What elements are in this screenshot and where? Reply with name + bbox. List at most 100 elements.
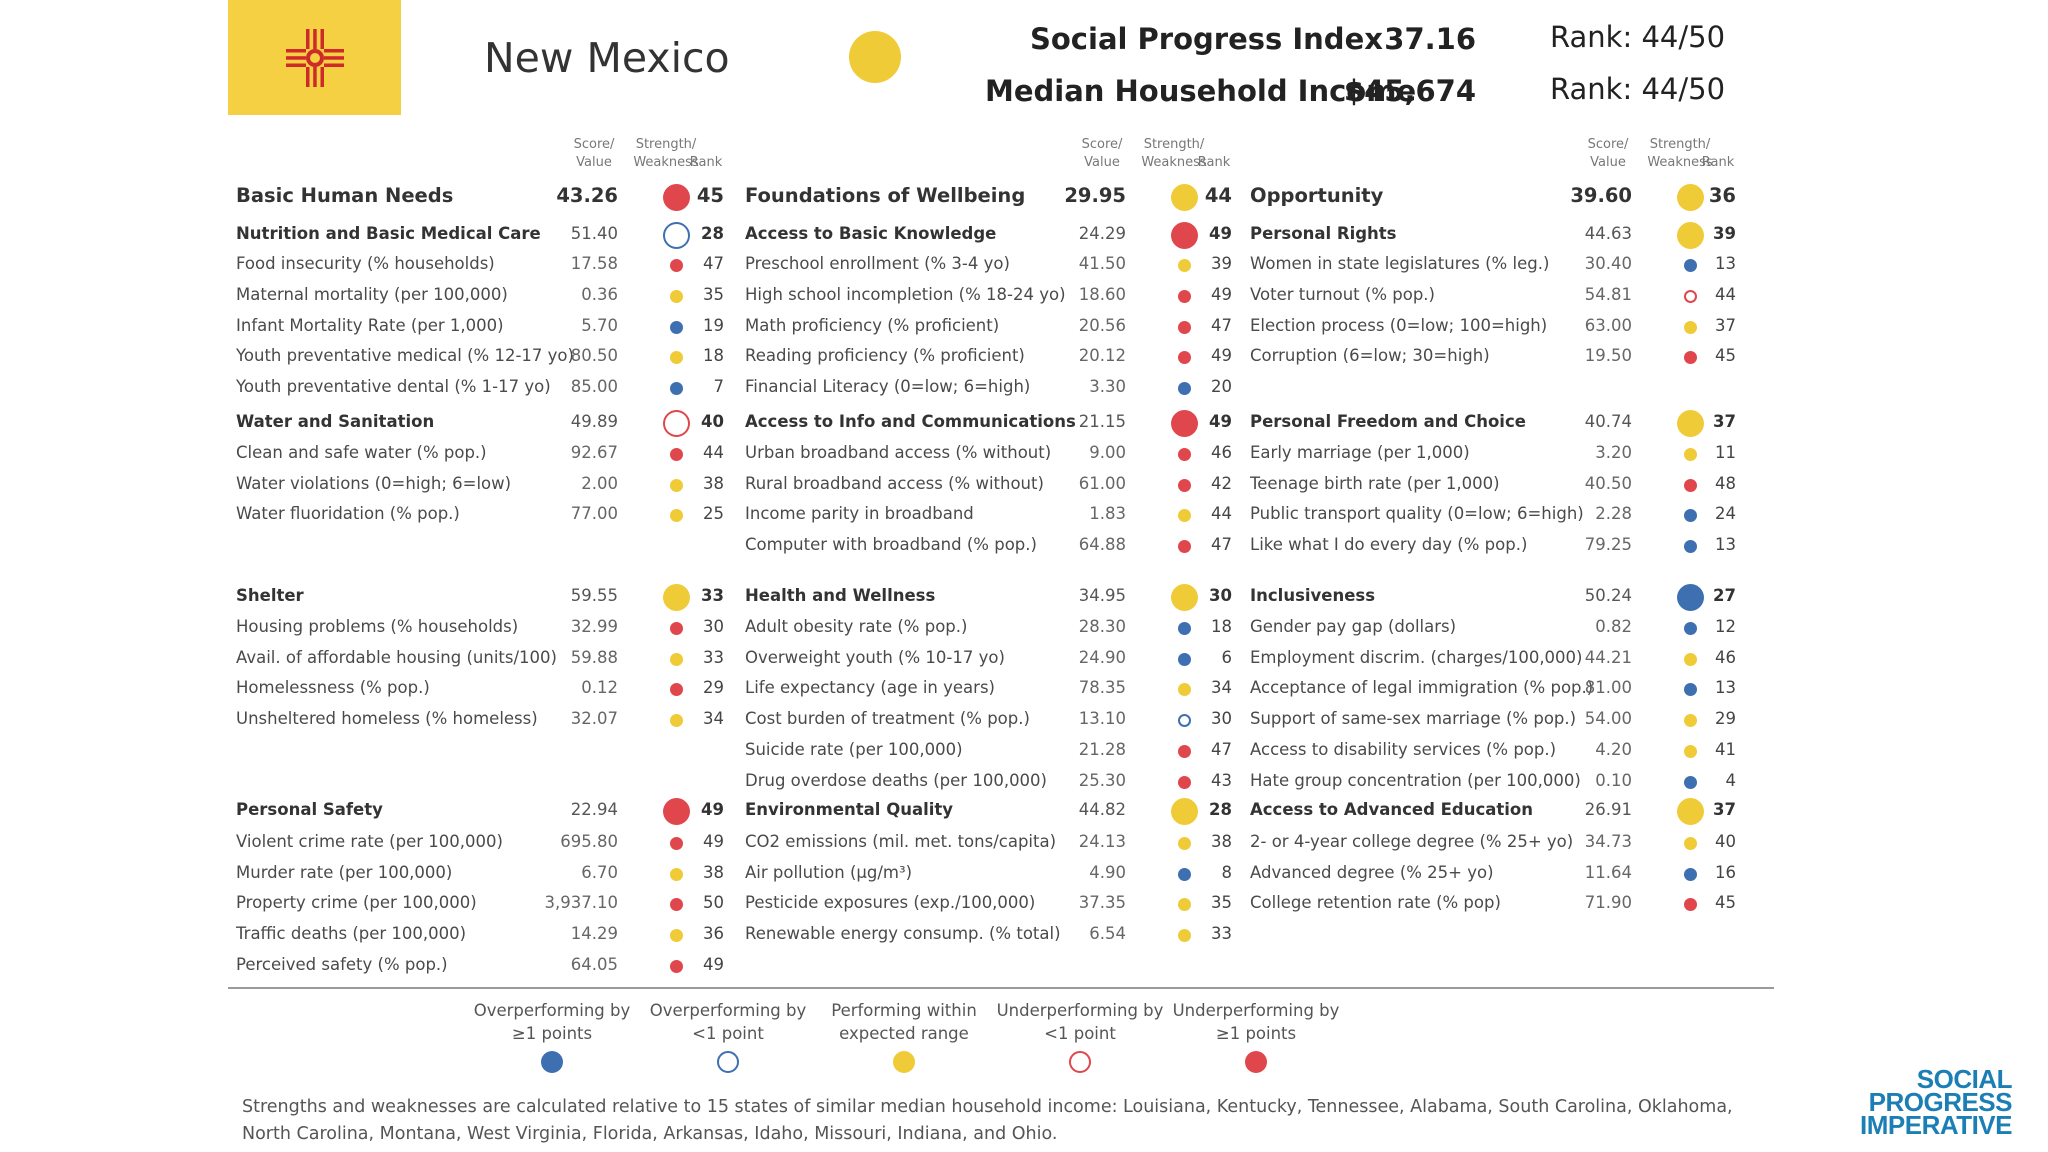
row-rank: 46 <box>1211 443 1232 462</box>
indicator-row: Pesticide exposures (exp./100,000) 37.35 3… <box>0 889 2048 919</box>
row-score: 14.29 <box>570 924 618 943</box>
row-rank: 40 <box>1715 832 1736 851</box>
indicator-row: Avail. of affordable housing (units/100)… <box>0 644 2048 674</box>
indicator-row: High school incompletion (% 18-24 yo) 18.… <box>0 281 2048 311</box>
strength-weakness-dot <box>669 350 683 364</box>
strength-weakness-dot <box>1683 897 1697 911</box>
row-score: 49.89 <box>570 412 618 431</box>
row-rank: 34 <box>1211 678 1232 697</box>
indicator-row: Support of same-sex marriage (% pop.) 54.… <box>0 705 2048 735</box>
row-score: 21.15 <box>1078 412 1126 431</box>
row-rank: 43 <box>1211 771 1232 790</box>
strength-weakness-dot <box>1683 350 1697 364</box>
row-label: Foundations of Wellbeing <box>745 184 1026 207</box>
row-label: Maternal mortality (per 100,000) <box>236 285 508 304</box>
row-rank: 44 <box>1715 285 1736 304</box>
category-row: Foundations of Wellbeing 29.95 44 <box>0 182 2048 212</box>
row-rank: 33 <box>1211 924 1232 943</box>
row-label: Women in state legislatures (% leg.) <box>1250 254 1550 273</box>
row-score: 40.50 <box>1584 474 1632 493</box>
row-score: 24.13 <box>1078 832 1126 851</box>
income-rank: Rank: 44/50 <box>1550 72 1726 106</box>
row-label: Personal Safety <box>236 800 383 819</box>
row-rank: 18 <box>1211 617 1232 636</box>
legend-label: Performing within expected range <box>831 1001 977 1043</box>
row-label: Advanced degree (% 25+ yo) <box>1250 863 1494 882</box>
strength-weakness-dot <box>1676 583 1704 611</box>
strength-weakness-dot <box>1683 258 1697 272</box>
row-label: Election process (0=low; 100=high) <box>1250 316 1548 335</box>
column-header-score: Score/ Value <box>1081 137 1123 170</box>
strength-weakness-dot <box>1177 320 1191 334</box>
row-label: Life expectancy (age in years) <box>745 678 995 697</box>
indicator-row: Advanced degree (% 25+ yo) 11.64 16 <box>0 859 2048 889</box>
zia-sun-icon <box>286 29 344 87</box>
indicator-row: Renewable energy consump. (% total) 6.54 3… <box>0 920 2048 950</box>
row-score: 26.91 <box>1584 800 1632 819</box>
strength-weakness-dot <box>1177 775 1191 789</box>
row-label: Shelter <box>236 586 304 605</box>
row-score: 37.35 <box>1078 893 1126 912</box>
legend-dot-over-strong <box>541 1051 563 1073</box>
row-rank: 49 <box>1209 224 1232 243</box>
strength-weakness-dot <box>1177 867 1191 881</box>
row-label: Basic Human Needs <box>236 184 454 207</box>
row-rank: 37 <box>1713 412 1736 431</box>
row-score: 4.20 <box>1595 740 1632 759</box>
row-score: 5.70 <box>581 316 618 335</box>
row-rank: 30 <box>1209 586 1232 605</box>
component-row: Access to Info and Communications 21.15 49 <box>0 408 2048 438</box>
row-score: 0.82 <box>1595 617 1632 636</box>
spi-rank: Rank: 44/50 <box>1550 20 1726 54</box>
row-score: 18.60 <box>1078 285 1126 304</box>
income-label: Median Household Income <box>985 74 1417 108</box>
row-label: Health and Wellness <box>745 586 936 605</box>
row-score: 25.30 <box>1078 771 1126 790</box>
row-score: 9.00 <box>1089 443 1126 462</box>
row-score: 695.80 <box>560 832 618 851</box>
strength-weakness-dot <box>1683 320 1697 334</box>
row-label: Perceived safety (% pop.) <box>236 955 448 974</box>
spi-value: 37.16 <box>1384 22 1476 56</box>
row-score: 13.10 <box>1078 709 1126 728</box>
row-score: 20.12 <box>1078 346 1126 365</box>
row-rank: 6 <box>1221 648 1233 667</box>
row-score: 20.56 <box>1078 316 1126 335</box>
row-label: Employment discrim. (charges/100,000) <box>1250 648 1583 667</box>
strength-weakness-dot <box>1676 183 1704 211</box>
strength-weakness-dot <box>1170 221 1198 249</box>
legend-dot-expected <box>893 1051 915 1073</box>
row-score: 79.25 <box>1584 535 1632 554</box>
row-score: 4.90 <box>1089 863 1126 882</box>
indicator-row: Women in state legislatures (% leg.) 30.4… <box>0 250 2048 280</box>
row-rank: 44 <box>703 443 724 462</box>
strength-weakness-dot <box>1683 289 1697 303</box>
indicator-row: Food insecurity (% households) 17.58 47 <box>0 250 2048 280</box>
row-label: Income parity in broadband <box>745 504 974 523</box>
row-label: Property crime (per 100,000) <box>236 893 477 912</box>
row-rank: 13 <box>1715 535 1736 554</box>
row-score: 6.70 <box>581 863 618 882</box>
row-label: Violent crime rate (per 100,000) <box>236 832 503 851</box>
row-rank: 47 <box>1211 316 1232 335</box>
row-label: Inclusiveness <box>1250 586 1376 605</box>
strength-weakness-dot <box>1177 381 1191 395</box>
row-score: 71.90 <box>1584 893 1632 912</box>
indicator-row: Water violations (0=high; 6=low) 2.00 38 <box>0 470 2048 500</box>
row-rank: 30 <box>1211 709 1232 728</box>
row-score: 24.90 <box>1078 648 1126 667</box>
indicator-row: Violent crime rate (per 100,000) 695.80 49 <box>0 828 2048 858</box>
row-score: 50.24 <box>1584 586 1632 605</box>
indicator-row: 2- or 4-year college degree (% 25+ yo) 34… <box>0 828 2048 858</box>
row-label: Homelessness (% pop.) <box>236 678 430 697</box>
row-score: 0.36 <box>581 285 618 304</box>
indicator-row: Access to disability services (% pop.) 4.… <box>0 736 2048 766</box>
indicator-row: Early marriage (per 1,000) 3.20 11 <box>0 439 2048 469</box>
row-score: 30.40 <box>1584 254 1632 273</box>
indicator-row: Urban broadband access (% without) 9.00 46 <box>0 439 2048 469</box>
strength-weakness-dot <box>1676 409 1704 437</box>
indicator-row: Rural broadband access (% without) 61.00 4… <box>0 470 2048 500</box>
strength-weakness-dot <box>1177 928 1191 942</box>
strength-weakness-dot <box>662 409 690 437</box>
row-score: 0.10 <box>1595 771 1632 790</box>
